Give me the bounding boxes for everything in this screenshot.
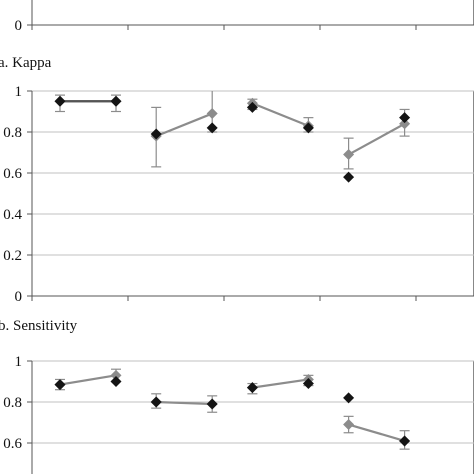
kappa-gray-point-3-1 [399, 118, 411, 130]
kappa-black-point-0-1 [110, 95, 122, 107]
sens-black-point-2-1 [302, 378, 314, 390]
kappa-gray-line-3 [348, 122, 406, 156]
sens-gray-line-1 [156, 400, 213, 406]
kappa-gray-point-3-0 [343, 149, 355, 161]
kappa-black-point-3-0 [343, 171, 355, 183]
kappa-black-point-1-0 [150, 128, 162, 140]
sens-black-point-0-1 [110, 376, 122, 387]
sens-black-point-1-0 [150, 396, 162, 408]
kappa-chart: 0 0.2 0.4 0.6 0.8 1 [3, 84, 474, 305]
kappa-gray-line-2 [251, 102, 309, 127]
kappa-black-point-0-0 [54, 95, 66, 107]
kappa-ytick-label-2: 0.4 [3, 207, 22, 223]
sens-ytick-label-0: 0.6 [3, 436, 22, 452]
kappa-ytick-label-0: 0 [15, 289, 23, 305]
sens-gray-line-0 [59, 374, 117, 386]
kappa-ytick-label-3: 0.6 [3, 166, 22, 182]
kappa-gray-point-1-1 [206, 108, 218, 120]
kappa-black-point-2-0 [246, 101, 258, 113]
kappa-black-point-3-1 [399, 112, 411, 124]
sens-gray-point-3-0 [343, 419, 355, 431]
panel-top-chart: 0 [15, 0, 474, 34]
sens-black-point-2-0 [246, 382, 258, 394]
sens-black-point-3-1 [399, 435, 411, 447]
kappa-caption: a. Kappa [0, 55, 52, 71]
sensitivity-caption: b. Sensitivity [0, 318, 78, 334]
kappa-ytick-label-5: 1 [15, 84, 23, 100]
sensitivity-chart: 0.6 0.8 1 [3, 354, 474, 474]
sens-gray-line-2 [252, 378, 309, 389]
sens-gray-point-0-1 [110, 369, 122, 381]
sens-ytick-label-2: 1 [15, 354, 23, 370]
sens-black-point-1-1 [206, 398, 218, 410]
kappa-ytick-label-4: 0.8 [3, 125, 22, 141]
kappa-gray-line-1 [155, 112, 213, 138]
kappa-black-point-2-1 [302, 122, 314, 134]
sens-ytick-label-1: 0.8 [3, 395, 22, 411]
sens-black-point-0-0 [54, 379, 66, 391]
sens-gray-line-3 [348, 423, 405, 443]
kappa-ytick-label-1: 0.2 [3, 248, 22, 264]
top-ytick-label-0: 0 [15, 18, 23, 34]
kappa-black-point-1-1 [206, 122, 218, 134]
sens-black-point-3-0 [343, 392, 355, 404]
